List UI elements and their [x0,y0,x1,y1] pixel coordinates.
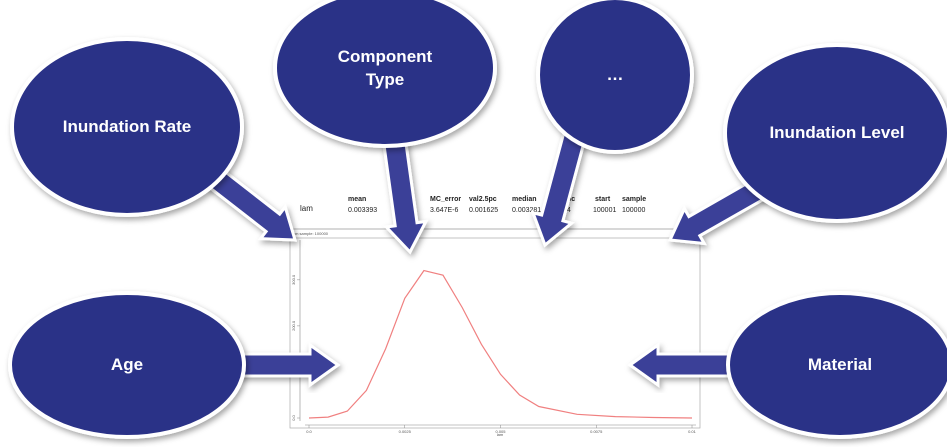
bubble-label: Material [807,355,873,375]
y-tick-label: 0.0 [291,414,296,420]
node-name: lam [300,204,313,213]
stat-header: mean [348,196,366,203]
stat-header: val2.5pc [469,196,497,203]
stat-header: pc [567,196,575,203]
stat-header: start [595,196,611,203]
density-line [308,269,693,419]
x-axis-label: lam [497,432,504,437]
screenshot: lam lam sample: 100000 lam mean MC_error v… [285,193,705,437]
stat-header: sample [622,196,646,203]
stat-header: MC_error [430,196,461,203]
stat-header: median [512,196,537,203]
plot-title: lam sample: 100000 [292,231,329,236]
bubble [273,0,497,148]
x-tick-label: 0.005 [495,429,506,434]
y-tick-label: 200.0 [291,320,296,331]
stat-value: 100000 [622,207,645,214]
stat-value: 0.001625 [469,207,498,214]
y-tick-label: 300.0 [291,274,296,285]
x-tick-label: 0.0075 [590,429,603,434]
screenshot-background [285,193,705,433]
x-tick-label: 0.01 [688,429,697,434]
x-tick-label: 0.0025 [399,429,412,434]
x-tick-label: 0.0 [306,429,312,434]
bubble [723,43,947,223]
arrow [627,342,742,388]
stat-value: 100001 [593,207,616,214]
plot-frame [289,237,701,429]
stat-value: 3.647E-6 [430,207,459,214]
bubble-label: Component Type [337,46,433,89]
bubble [536,0,694,154]
bubble-label: Inundation Rate [62,117,192,137]
bubble [10,37,244,217]
bubble-label: Inundation Level [769,123,905,143]
bubble [8,291,246,439]
bubble-label: Age [110,355,144,375]
stat-value: 0.003393 [348,207,377,214]
stat-value: 0.003281 [512,207,541,214]
bubble [726,291,947,439]
bubble-label: … [606,65,624,85]
